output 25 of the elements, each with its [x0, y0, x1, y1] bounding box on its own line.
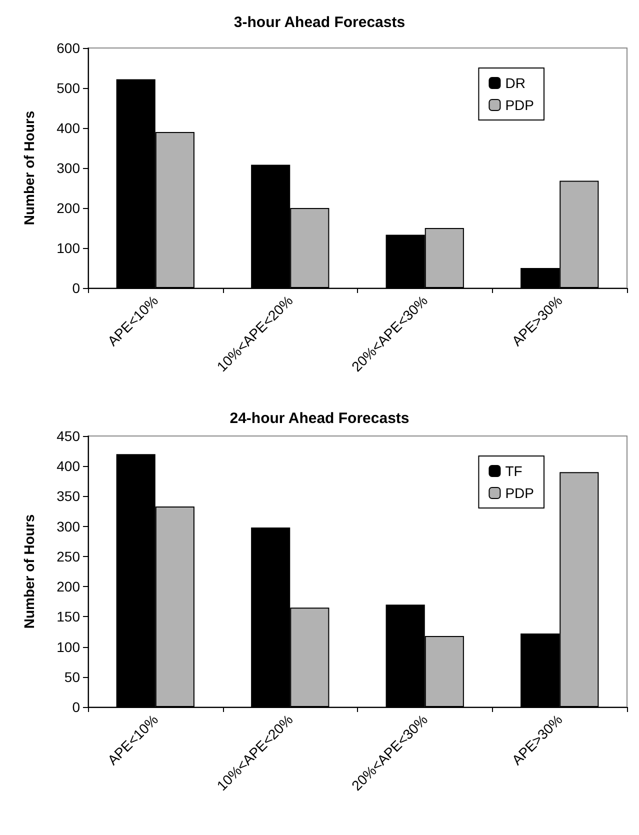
y-tick-label: 0: [72, 699, 80, 715]
y-tick-label: 200: [56, 578, 80, 595]
y-tick-label: 150: [56, 608, 80, 625]
legend-label: PDP: [505, 97, 534, 113]
chart-title: 24-hour Ahead Forecasts: [230, 410, 410, 427]
y-tick-label: 400: [56, 458, 80, 474]
y-tick-label: 300: [56, 518, 80, 534]
y-tick-label: 0: [72, 280, 80, 296]
legend-label: PDP: [505, 485, 534, 501]
y-tick-label: 300: [56, 160, 80, 176]
y-axis-title: Number of Hours: [21, 110, 37, 226]
y-tick-label: 450: [56, 428, 80, 444]
y-tick-label: 200: [56, 200, 80, 216]
y-tick-label: 600: [56, 40, 80, 56]
y-tick-label: 400: [56, 120, 80, 136]
chart-title: 3-hour Ahead Forecasts: [234, 14, 406, 31]
y-tick-label: 250: [56, 548, 80, 564]
y-axis-title: Number of Hours: [21, 514, 37, 629]
y-tick-label: 350: [56, 488, 80, 504]
legend-label: DR: [505, 75, 526, 91]
y-tick-label: 500: [56, 80, 80, 96]
y-tick-label: 50: [64, 668, 80, 685]
legend-label: TF: [505, 463, 522, 479]
y-tick-label: 100: [56, 240, 80, 256]
y-tick-label: 100: [56, 638, 80, 655]
